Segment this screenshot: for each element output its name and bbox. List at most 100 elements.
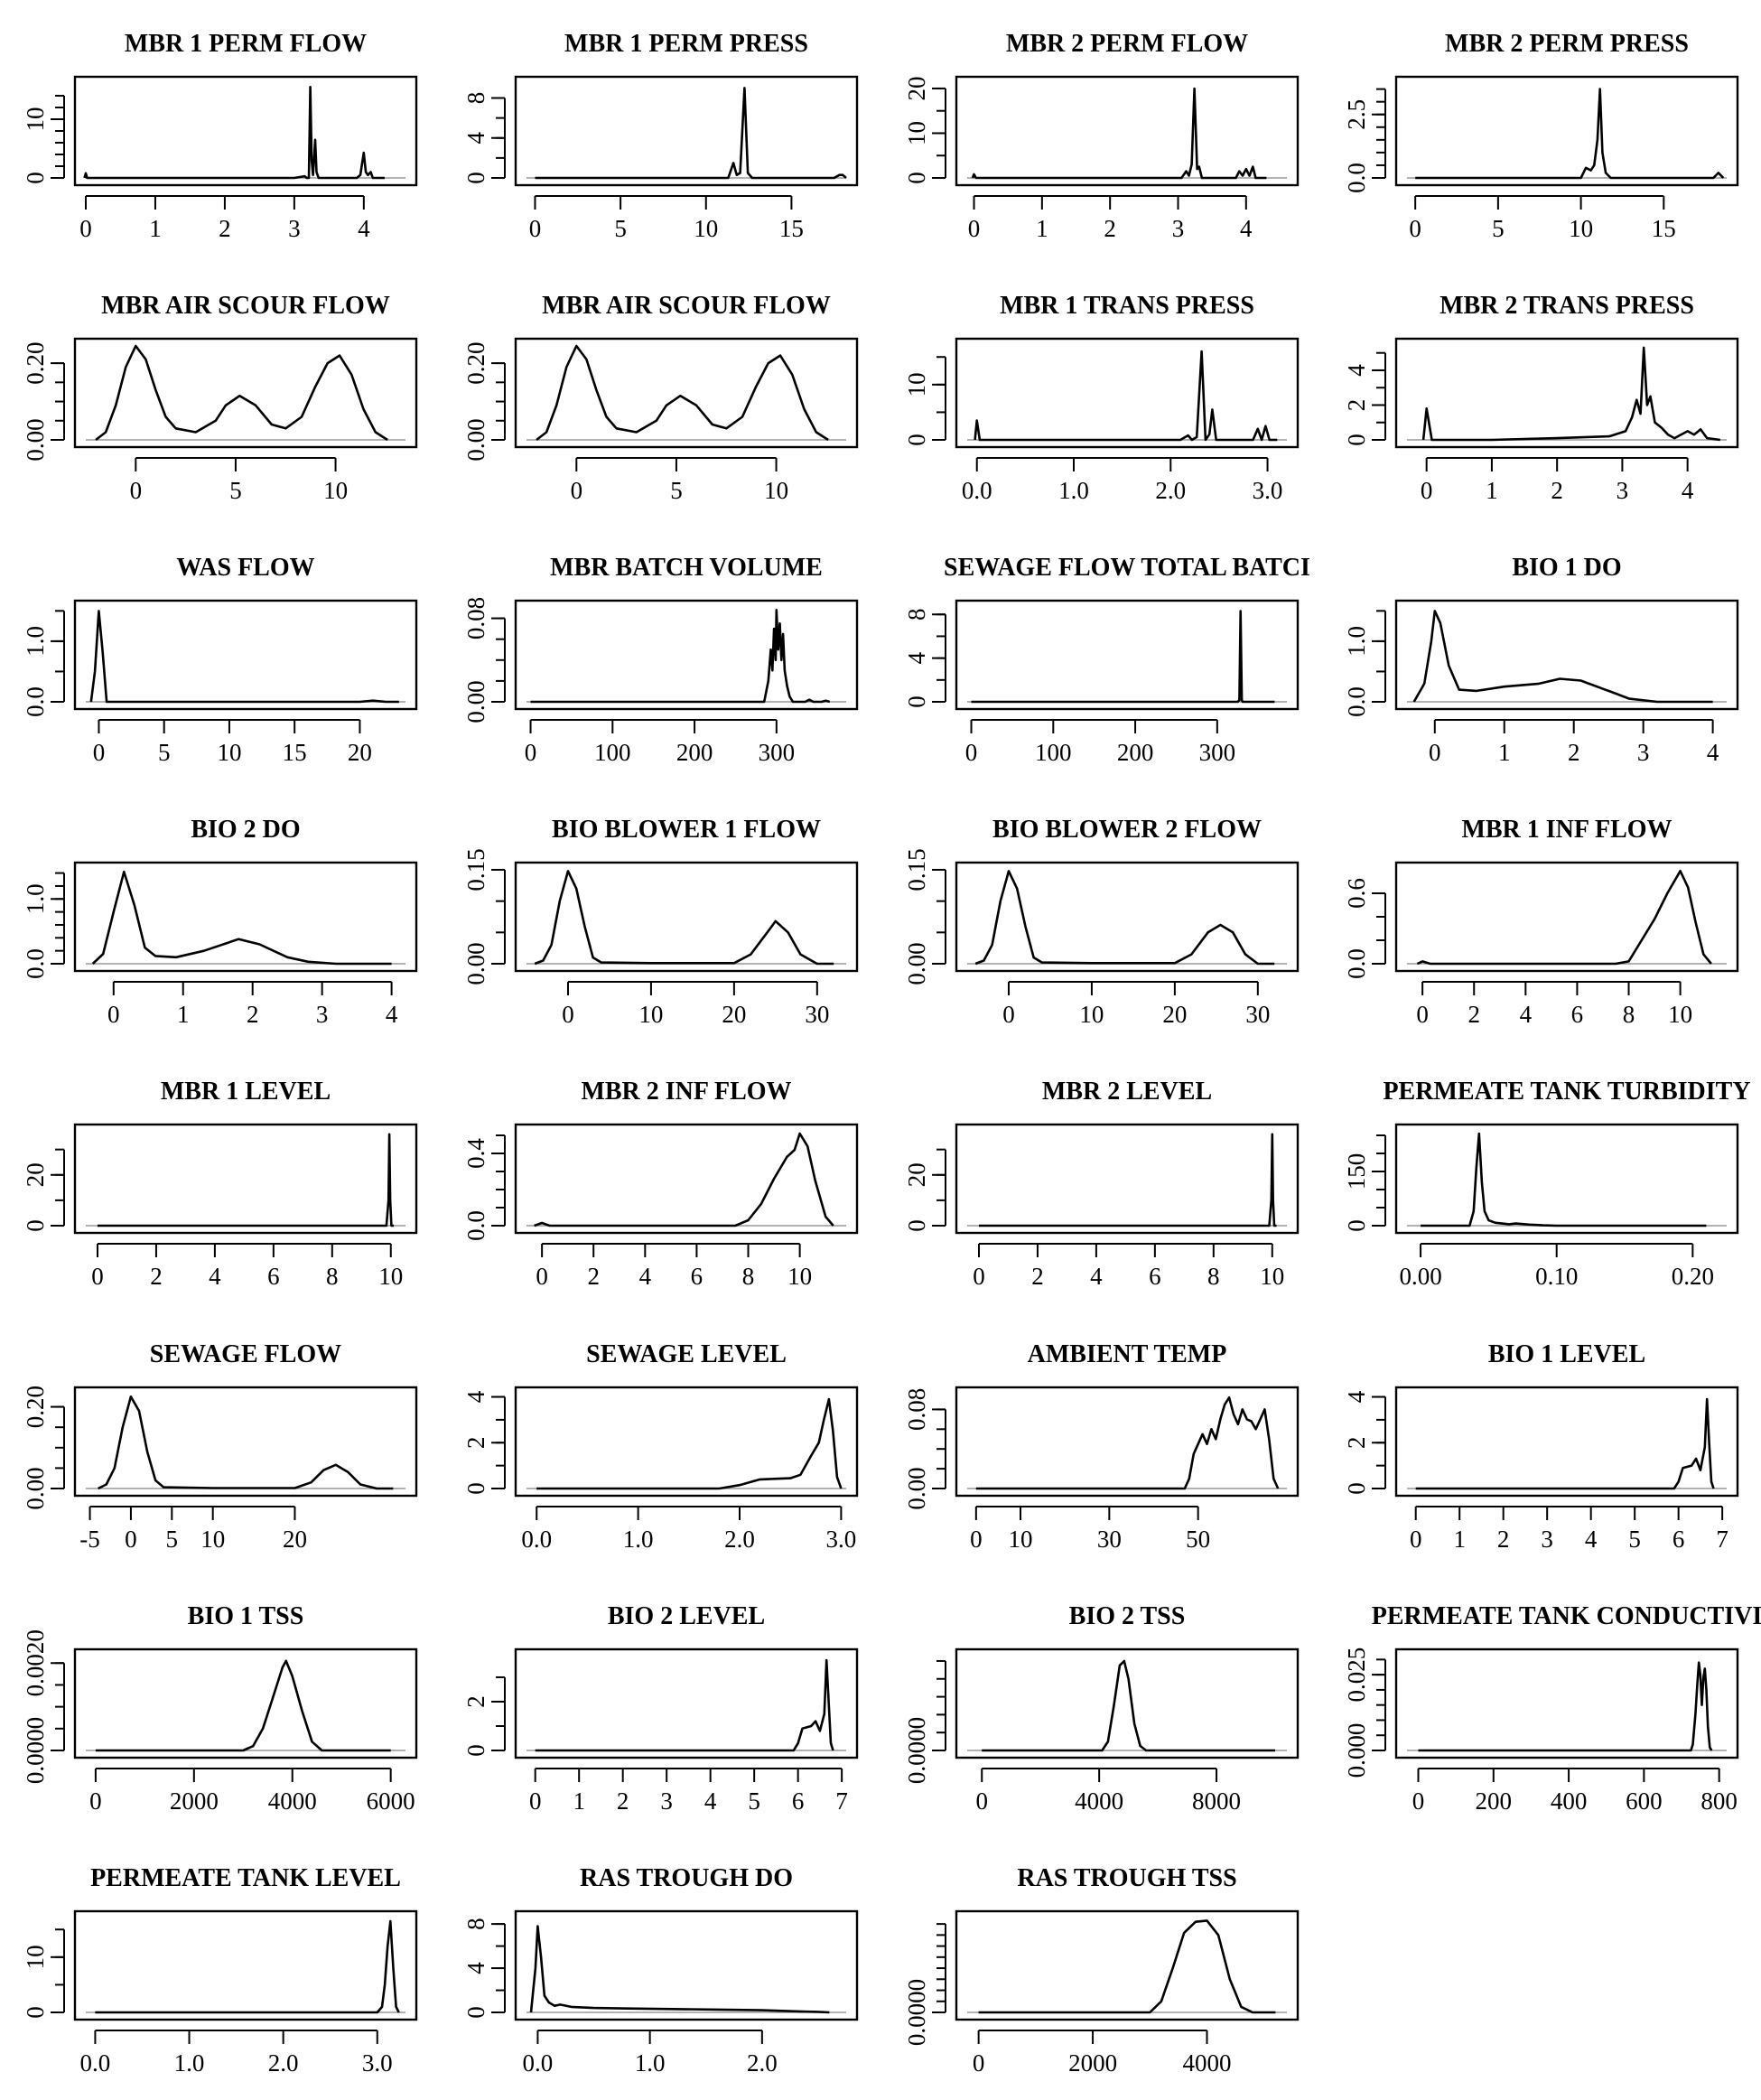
density-panel: BIO 1 DO 0 1 2 3 4 0.0 1.0 [1343, 554, 1739, 766]
x-tick-label: 300 [1199, 739, 1236, 766]
y-tick-label: 2 [462, 1437, 489, 1450]
x-tick-label: 10 [638, 1001, 663, 1028]
x-tick-label: 8 [1207, 1263, 1220, 1290]
x-tick-label: 0 [973, 1263, 985, 1290]
x-tick-label: 8 [326, 1263, 339, 1290]
x-tick-label: 4000 [268, 1787, 317, 1815]
x-tick-label: 3 [660, 1787, 673, 1815]
y-tick-label: 20 [903, 1162, 930, 1187]
y-tick-label: 4 [462, 131, 489, 144]
x-tick-label: 0 [571, 477, 583, 504]
density-curve [1415, 1397, 1715, 1490]
x-tick-label: 0.0 [962, 477, 992, 504]
x-tick-label: 0 [125, 1526, 137, 1553]
x-tick-label: 3.0 [362, 2049, 393, 2077]
y-tick-label: 0.0020 [22, 1629, 49, 1696]
x-tick-label: -5 [79, 1526, 100, 1553]
y-tick-label: 0.0000 [903, 1979, 930, 2046]
density-curve [1421, 1132, 1707, 1227]
x-tick-label: 10 [378, 1263, 403, 1290]
plot-frame [73, 1909, 418, 2021]
x-tick-label: 6000 [367, 1787, 415, 1815]
y-tick-label: 8 [903, 609, 930, 621]
density-panel: MBR 1 TRANS PRESS 0.0 1.0 2.0 3.0 0 10 [903, 292, 1300, 504]
y-tick-label: 4 [903, 651, 930, 664]
y-tick-label: 0.15 [462, 848, 489, 891]
x-tick-label: 1 [573, 1787, 585, 1815]
density-panel: MBR 1 INF FLOW 0 2 4 6 8 10 0.0 0.6 [1343, 816, 1739, 1028]
x-tick-label: 3.0 [1253, 477, 1283, 504]
panel-title: MBR 2 PERM FLOW [1006, 30, 1248, 58]
x-tick-label: 1.0 [623, 1526, 654, 1553]
x-tick-label: 20 [283, 1526, 307, 1553]
x-tick-label: 6 [691, 1263, 703, 1290]
x-tick-label: 5 [229, 477, 242, 504]
x-tick-label: 30 [805, 1001, 829, 1028]
x-tick-label: 8 [1623, 1001, 1635, 1028]
x-tick-label: 600 [1626, 1787, 1663, 1815]
plot-frame [1394, 1123, 1739, 1235]
x-tick-label: 400 [1551, 1787, 1588, 1815]
x-tick-label: 2 [1568, 739, 1580, 766]
y-tick-label: 4 [462, 1390, 489, 1403]
y-tick-label: 0.0 [22, 948, 49, 979]
x-tick-label: 100 [594, 739, 631, 766]
density-panel: MBR 2 LEVEL 0 2 4 6 8 10 0 20 [903, 1078, 1300, 1290]
x-tick-label: 4 [704, 1787, 717, 1815]
x-tick-label: 30 [1097, 1526, 1122, 1553]
y-tick-label: 4 [1343, 364, 1370, 377]
panel-title: BIO BLOWER 2 FLOW [992, 816, 1262, 844]
y-tick-label: 0 [22, 172, 49, 184]
x-tick-label: 5 [670, 477, 683, 504]
panel-title: BIO BLOWER 1 FLOW [552, 816, 821, 844]
x-tick-label: 4 [1090, 1263, 1103, 1290]
x-tick-label: 0.00 [1399, 1263, 1441, 1290]
plot-frame [514, 75, 859, 187]
x-tick-label: 10 [200, 1526, 225, 1553]
panel-title: MBR 1 TRANS PRESS [1000, 292, 1254, 320]
x-tick-label: 0 [973, 2049, 985, 2077]
x-tick-label: 2 [1031, 1263, 1044, 1290]
y-tick-label: 0.00 [903, 1467, 930, 1509]
x-tick-label: 20 [348, 739, 372, 766]
y-tick-label: 2 [1343, 399, 1370, 412]
plot-frame [514, 337, 859, 449]
x-tick-label: 0 [1421, 477, 1433, 504]
x-tick-label: 3.0 [826, 1526, 857, 1553]
x-tick-label: 0 [89, 1787, 102, 1815]
density-curve [978, 1919, 1276, 2014]
y-tick-label: 0.20 [462, 341, 489, 384]
panel-title: SEWAGE FLOW [150, 1340, 341, 1368]
density-panel: MBR 1 PERM FLOW 0 1 2 3 4 0 10 [22, 30, 418, 242]
x-tick-label: 1 [1498, 739, 1511, 766]
x-tick-label: 0 [130, 477, 143, 504]
x-tick-label: 0 [93, 739, 106, 766]
x-tick-label: 3 [1172, 215, 1185, 242]
x-tick-label: 3 [1637, 739, 1650, 766]
x-tick-label: 2.0 [268, 2049, 299, 2077]
density-panel: WAS FLOW 0 5 10 15 20 0.0 1.0 [22, 554, 418, 766]
density-curve [1416, 870, 1712, 966]
density-curve [1418, 1661, 1713, 1752]
x-tick-label: 2 [1551, 477, 1563, 504]
y-tick-label: 0 [903, 172, 930, 184]
y-tick-label: 0 [903, 695, 930, 708]
plot-frame [955, 75, 1300, 187]
density-panel: BIO BLOWER 1 FLOW 0 10 20 30 0.00 0.15 [462, 816, 859, 1028]
x-tick-label: 5 [1628, 1526, 1641, 1553]
y-tick-label: 0 [462, 1482, 489, 1495]
x-tick-label: 100 [1035, 739, 1072, 766]
x-tick-label: 2 [587, 1263, 600, 1290]
density-curve [979, 1133, 1277, 1227]
panel-title: BIO 1 LEVEL [1488, 1340, 1645, 1368]
x-tick-label: 0 [1002, 1001, 1015, 1028]
density-panel: PERMEATE TANK CONDUCTIVI 0 200 400 600 800 0.0… [1343, 1602, 1761, 1815]
x-tick-label: 6 [267, 1263, 280, 1290]
x-tick-label: 2 [1468, 1001, 1480, 1028]
plot-frame [1394, 1386, 1739, 1498]
x-tick-label: 4 [1240, 215, 1253, 242]
panel-title: MBR 2 TRANS PRESS [1440, 292, 1694, 320]
x-tick-label: 10 [1009, 1526, 1033, 1553]
plot-frame [1394, 599, 1739, 711]
x-tick-label: 2 [247, 1001, 259, 1028]
